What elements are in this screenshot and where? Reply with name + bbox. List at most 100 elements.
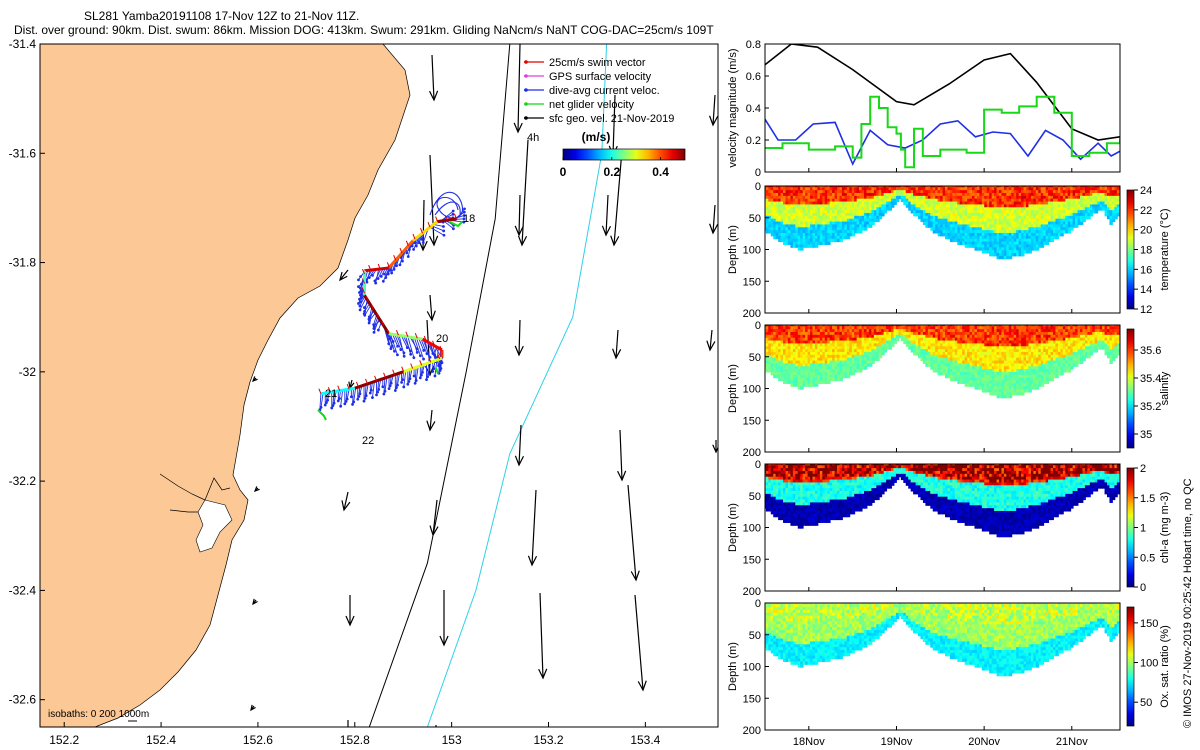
time-tick-label: 18Nov xyxy=(793,736,825,748)
time-tick-label: 21Nov xyxy=(1056,736,1088,748)
track-day-label: 22 xyxy=(362,435,374,447)
sfc-velocity-arrow xyxy=(514,319,524,357)
sfc-velocity-arrow xyxy=(348,379,355,390)
swim-vector xyxy=(414,333,418,339)
map-x-tick-label: 153.4 xyxy=(630,733,660,747)
section-y-tick-label: 200 xyxy=(743,308,761,320)
dive-avg-arrow xyxy=(363,305,372,317)
section-plot-area-salinity xyxy=(765,325,1120,399)
track-segment xyxy=(363,294,390,335)
dive-avg-loop xyxy=(434,201,461,216)
dive-avg-arrow xyxy=(402,370,407,389)
swim-vector xyxy=(412,233,416,240)
sfc-velocity-arrow xyxy=(610,149,623,247)
swim-vector xyxy=(365,296,369,302)
dive-avg-arrow xyxy=(381,267,390,283)
dive-avg-arrow xyxy=(405,336,413,356)
sfc-velocity-arrow xyxy=(345,595,355,627)
dive-avg-arrow xyxy=(323,392,327,407)
dive-avg-arrow xyxy=(429,226,446,237)
dive-avg-arrow xyxy=(418,365,422,380)
section-y-tick-label: 200 xyxy=(743,447,761,459)
sfc-velocity-arrow xyxy=(514,194,524,237)
section-y-tick-label: 100 xyxy=(743,245,761,257)
sfc-velocity-arrow xyxy=(429,154,439,247)
swim-vector xyxy=(432,340,436,346)
section-y-tick-label: 0 xyxy=(755,320,761,332)
section-colorbar-tick-label: 0 xyxy=(1140,582,1146,594)
velocity-y-tick-label: 0.4 xyxy=(746,103,761,115)
map-y-tick-label: -31.8 xyxy=(9,256,37,270)
section-colorbar-tick-label: 18 xyxy=(1140,245,1152,257)
dive-avg-arrow xyxy=(382,378,386,396)
net-velocity xyxy=(435,367,439,375)
velocity-axes-frame xyxy=(764,43,1121,173)
dive-avg-arrow xyxy=(443,220,455,231)
dive-avg-arrow xyxy=(358,295,366,308)
section-y-tick-label: 100 xyxy=(743,523,761,535)
section-colorbar xyxy=(1126,189,1135,310)
section-plot-area-oxygen xyxy=(765,603,1120,677)
net-velocity xyxy=(317,409,327,421)
swim-vector xyxy=(362,268,365,275)
section-ylabel: Depth (m) xyxy=(727,225,739,274)
dive-avg-arrow xyxy=(418,338,426,352)
swim-vector xyxy=(410,363,414,369)
dive-avg-arrow xyxy=(330,391,334,410)
section-colorbar-tick-label: 2 xyxy=(1140,463,1146,475)
section-y-tick-label: 150 xyxy=(743,415,761,427)
swim-vector xyxy=(420,227,423,234)
swim-vector xyxy=(437,353,441,360)
time-tick-label: 19Nov xyxy=(881,736,913,748)
velocity-series-line xyxy=(765,95,1120,169)
swim-vector xyxy=(401,366,405,372)
sfc-velocity-arrow xyxy=(439,590,449,647)
sfc-velocity-arrow xyxy=(433,725,439,727)
map-x-tick-label: 152.6 xyxy=(243,733,273,747)
dive-avg-arrow xyxy=(343,389,347,406)
map-legend-entry: GPS surface velocity xyxy=(524,71,652,83)
swim-vector xyxy=(381,320,385,326)
swim-vector xyxy=(337,385,341,391)
isobath-legend: isobaths: 0 200 1000m xyxy=(48,709,149,720)
estuary xyxy=(195,499,233,553)
figure-subtitle: Dist. over ground: 90km. Dist. swum: 86k… xyxy=(14,23,714,37)
section-colorbar-label: chl-a (mg m-3) xyxy=(1159,492,1171,564)
map-axes-frame xyxy=(39,43,719,728)
sfc-velocity-arrow xyxy=(513,44,523,134)
legend-label: GPS surface velocity xyxy=(549,71,652,83)
dive-avg-arrow xyxy=(390,333,399,357)
section-colorbar-tick-label: 150 xyxy=(1140,618,1158,630)
section-y-tick-label: 100 xyxy=(743,384,761,396)
sfc-velocity-arrow xyxy=(617,429,627,482)
sfc-velocity-arrow xyxy=(712,440,718,454)
section-plot-area-temperature xyxy=(765,186,1120,260)
sfc-velocity-arrow xyxy=(601,194,612,237)
swim-vector xyxy=(423,335,427,342)
swim-vector xyxy=(368,264,372,271)
dive-avg-arrow xyxy=(387,376,391,391)
sfc-velocity-arrow xyxy=(538,592,548,680)
section-colorbar-tick-label: 0.5 xyxy=(1140,552,1155,564)
swim-vector xyxy=(346,383,350,390)
dive-avg-arrow xyxy=(372,318,380,334)
map-colorbar-tick-label: 0.2 xyxy=(603,165,620,179)
section-y-tick-label: 0 xyxy=(755,459,761,471)
dive-avg-arrow xyxy=(394,334,403,351)
swim-vector xyxy=(383,372,387,378)
isobath-200m xyxy=(368,44,511,727)
map-colorbar-tick-label: 0.4 xyxy=(652,165,669,179)
dive-avg-arrow xyxy=(433,359,438,378)
section-colorbar-tick-label: 100 xyxy=(1140,658,1158,670)
section-colorbar-tick-label: 35.6 xyxy=(1140,345,1161,357)
section-y-tick-label: 150 xyxy=(743,554,761,566)
sfc-velocity-arrow xyxy=(251,376,258,383)
section-ylabel: Depth (m) xyxy=(727,364,739,413)
sfc-velocity-arrow xyxy=(708,94,718,127)
map-legend-entry: sfc geo. vel. 21-Nov-2019 xyxy=(524,113,674,125)
dive-avg-arrow xyxy=(411,337,419,354)
track-segment xyxy=(354,370,404,390)
dive-avg-arrow xyxy=(388,333,396,353)
section-ylabel: Depth (m) xyxy=(727,503,739,552)
swim-vector xyxy=(439,345,443,352)
